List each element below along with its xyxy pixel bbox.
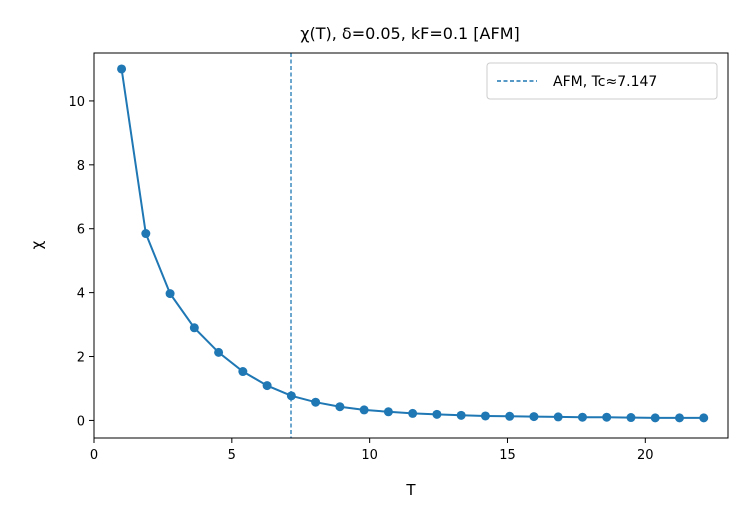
legend-box	[486, 62, 718, 100]
data-point	[238, 367, 248, 377]
data-point	[262, 381, 272, 391]
plot-area	[117, 53, 709, 438]
plot-frame	[93, 52, 729, 439]
legend: AFM, Tc≈7.147	[486, 62, 718, 100]
x-tick-label: 15	[499, 448, 516, 463]
y-tick-label: 6	[77, 223, 85, 238]
data-point	[117, 64, 127, 74]
x-tick-label: 0	[90, 448, 98, 463]
data-point	[189, 323, 199, 333]
data-point	[383, 407, 393, 417]
data-point	[602, 412, 612, 422]
data-point	[699, 413, 709, 423]
x-axis-label: T	[405, 481, 416, 499]
y-tick-label: 8	[77, 159, 85, 174]
data-point	[553, 412, 563, 422]
data-point	[359, 405, 369, 415]
y-tick-label: 0	[77, 414, 85, 429]
data-point	[214, 347, 224, 357]
data-point	[311, 397, 321, 407]
legend-label-afm: AFM, Tc≈7.147	[553, 74, 657, 90]
data-point	[626, 413, 636, 423]
data-point	[141, 229, 151, 239]
data-point	[674, 413, 684, 423]
data-point	[577, 412, 587, 422]
data-point	[335, 402, 345, 412]
data-point	[650, 413, 660, 423]
y-axis-label: χ	[28, 240, 46, 249]
x-tick-label: 10	[361, 448, 378, 463]
data-point	[480, 411, 490, 421]
data-point	[529, 412, 539, 422]
chart-title: χ(T), δ=0.05, kF=0.1 [AFM]	[300, 24, 520, 43]
x-tick-label: 5	[228, 448, 236, 463]
x-tick-label: 20	[637, 448, 654, 463]
y-tick-label: 2	[77, 351, 85, 366]
data-point	[286, 391, 296, 401]
y-tick-label: 10	[68, 95, 85, 110]
data-point	[456, 410, 466, 420]
y-tick-label: 4	[77, 287, 85, 302]
axes: 0 5 10 15 20 0 2 4 6 8 10	[68, 95, 653, 463]
data-point	[505, 411, 515, 421]
data-point	[408, 408, 418, 418]
data-point	[432, 409, 442, 419]
data-point	[165, 289, 175, 299]
